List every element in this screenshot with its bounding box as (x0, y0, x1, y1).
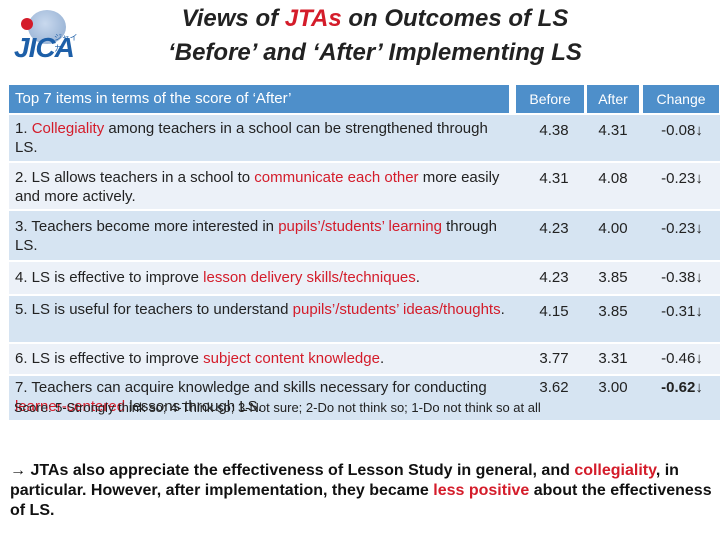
title-line-2: ‘Before’ and ‘After’ Implementing LS (168, 39, 582, 66)
row-change: -0.46↓ (661, 350, 703, 367)
table-header-change: Change (643, 85, 719, 113)
table-row: 1. Collegiality among teachers in a scho… (9, 115, 720, 161)
row-before: 3.62 (539, 379, 569, 396)
row-text: 1. Collegiality among teachers in a scho… (15, 120, 488, 156)
table-row: 4. LS is effective to improve lesson del… (9, 262, 720, 294)
table-row: 6. LS is effective to improve subject co… (9, 344, 720, 374)
table-header-after: After (587, 85, 639, 113)
conclusion-highlight: less positive (433, 482, 530, 499)
table-row: 7. Teachers can acquire knowledge and sk… (9, 376, 720, 420)
row-text: 2. LS allows teachers in a school to com… (15, 169, 500, 205)
row-after: 3.85 (598, 303, 628, 320)
row-change: -0.23↓ (661, 170, 703, 187)
table-header-items: Top 7 items in terms of the score of ‘Af… (9, 85, 509, 113)
score-legend: Score: 5-Strongly think so; 4-Think so; … (14, 400, 541, 415)
logo-red-dot (21, 18, 33, 30)
row-after: 3.00 (598, 379, 628, 396)
table-row: 3. Teachers become more interested in pu… (9, 211, 720, 260)
row-text: 3. Teachers become more interested in pu… (15, 218, 497, 254)
logo-kana: ジャイカ (54, 33, 78, 53)
table-row: 2. LS allows teachers in a school to com… (9, 163, 720, 209)
table-header-before: Before (516, 85, 584, 113)
title-highlight: JTAs (284, 5, 342, 32)
row-text: 4. LS is effective to improve lesson del… (15, 269, 420, 286)
row-before: 4.23 (539, 269, 569, 286)
table-row: 5. LS is useful for teachers to understa… (9, 296, 720, 342)
logo-text: JICA (14, 32, 75, 63)
row-before: 3.77 (539, 350, 569, 367)
row-text: 5. LS is useful for teachers to understa… (15, 301, 505, 318)
logo-globe (28, 10, 66, 44)
row-text: 6. LS is effective to improve subject co… (15, 350, 385, 367)
conclusion-text: → JTAs also appreciate the effectiveness… (10, 462, 712, 519)
row-change: -0.62↓ (661, 379, 703, 396)
row-after: 4.31 (598, 122, 628, 139)
row-after: 4.08 (598, 170, 628, 187)
row-change: -0.23↓ (661, 220, 703, 237)
title-line-1: Views of JTAs on Outcomes of LS (181, 5, 569, 32)
row-change: -0.08↓ (661, 122, 703, 139)
row-after: 3.31 (598, 350, 628, 367)
conclusion-highlight: collegiality (574, 462, 656, 479)
jica-logo: JICA ジャイカ (14, 8, 84, 66)
row-before: 4.23 (539, 220, 569, 237)
row-change: -0.31↓ (661, 303, 703, 320)
row-before: 4.15 (539, 303, 569, 320)
row-after: 3.85 (598, 269, 628, 286)
row-before: 4.31 (539, 170, 569, 187)
row-text: 7. Teachers can acquire knowledge and sk… (15, 379, 487, 415)
row-before: 4.38 (539, 122, 569, 139)
slide-title: Views of JTAs on Outcomes of LS ‘Before’… (95, 2, 655, 70)
row-after: 4.00 (598, 220, 628, 237)
row-change: -0.38↓ (661, 269, 703, 286)
